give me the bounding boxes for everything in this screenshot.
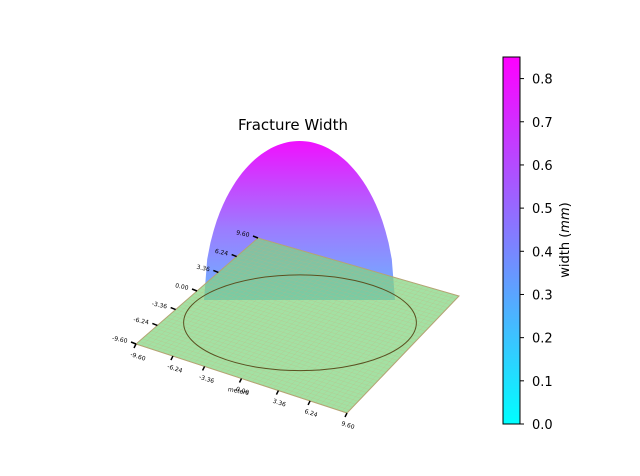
y-axis-ticks: -9.60 -6.24-3.36 0.00 3.366.24 9.60 (111, 229, 259, 345)
x-tick-mark (275, 390, 280, 395)
colorbar-tick-label: 0.6 (532, 159, 553, 174)
base-plane (135, 237, 460, 414)
plane-grid-line (346, 295, 460, 414)
plane-grid-line (203, 285, 409, 349)
plane-grid-line (251, 243, 454, 302)
plane-grid-line (246, 268, 364, 381)
colorbar-label: width (mm) (558, 202, 573, 277)
colorbar: 0.0 0.1 0.2 0.3 0.4 0.5 0.6 0.7 0.8 width (mm) (502, 56, 573, 433)
plane-grid-line (209, 280, 415, 343)
colorbar-tick-label: 0.0 (532, 418, 553, 433)
x-tick-mark (201, 366, 206, 371)
colorbar-tick-label: 0.8 (532, 73, 553, 88)
plane-grid-line (218, 272, 423, 335)
plane-grid-line (212, 277, 418, 341)
colorbar-ticks: 0.0 0.1 0.2 0.3 0.4 0.5 0.6 0.7 0.8 (520, 73, 553, 433)
chart-title: Fracture Width (238, 116, 348, 134)
y-tick-label: -3.36 (151, 300, 168, 310)
colorbar-tick-label: 0.4 (532, 245, 553, 260)
y-tick-mark (170, 306, 176, 311)
fracture-footprint-outline (183, 274, 417, 372)
plane-grid-line (242, 251, 446, 311)
plane-grid-line (254, 240, 457, 300)
base-plane-grid (135, 237, 460, 414)
plane-grid-line (257, 237, 460, 297)
colorbar-tick-label: 0.5 (532, 202, 553, 217)
plane-grid-line (245, 248, 448, 308)
plane-grid-line (227, 264, 432, 326)
plane-grid-line (288, 279, 404, 395)
x-tick-label: -9.60 (129, 351, 146, 363)
y-tick-label: 6.24 (214, 248, 229, 258)
y-tick-label: -6.24 (133, 316, 150, 326)
y-tick-mark (152, 322, 158, 327)
colorbar-label-text: width ( (558, 233, 573, 278)
y-tick-mark (231, 253, 237, 258)
y-tick-mark (191, 288, 198, 292)
plane-grid-line (251, 269, 369, 383)
plane-grid-line (304, 284, 419, 400)
y-tick-mark (130, 341, 137, 345)
x-tick-label: 6.24 (303, 408, 318, 419)
plane-grid-line (224, 267, 429, 329)
x-tick-label: -6.24 (166, 363, 183, 375)
colorbar-tick-label: 0.3 (532, 288, 553, 303)
plane-grid-line (248, 245, 451, 305)
colorbar-label-unit: mm (558, 207, 573, 232)
x-tick-mark (344, 412, 348, 418)
plane-grid-line (206, 282, 412, 346)
plane-grid-line (341, 294, 455, 412)
plane-grid-line (325, 290, 440, 407)
x-tick-label: 9.60 (340, 420, 355, 431)
x-tick-mark (238, 378, 243, 383)
y-tick-label: -9.60 (111, 335, 128, 345)
plane-grid-line (320, 288, 434, 405)
x-tick-label: 0.00 (235, 386, 250, 397)
colorbar-scale (502, 56, 521, 425)
plane-grid-line (236, 256, 440, 317)
plane-grid-line (230, 261, 434, 323)
x-tick-mark (307, 400, 311, 406)
x-tick-label: 3.36 (272, 398, 287, 409)
x-tick-label: -3.36 (198, 374, 215, 386)
plane-grid-line (267, 274, 384, 388)
surface-plot: -9.60-6.24-3.360.003.366.249.60 -9.60-6.… (111, 141, 460, 431)
y-tick-mark (252, 235, 259, 239)
plane-grid-line (273, 275, 389, 389)
y-tick-label: 3.36 (196, 264, 211, 274)
y-tick-label: 9.60 (236, 229, 251, 239)
plane-grid-line (239, 253, 443, 314)
plane-grid-line (233, 259, 437, 320)
y-tick-mark (213, 269, 219, 274)
plane-grid-line (294, 281, 409, 396)
plane-grid-line (215, 274, 420, 338)
colorbar-tick-label: 0.1 (532, 375, 553, 390)
plane-grid-line (257, 271, 374, 384)
plane-grid-line (299, 282, 414, 398)
plane-grid-line (262, 272, 379, 386)
plane-grid-line (196, 290, 404, 355)
plane-grid-line (309, 285, 424, 402)
y-tick-label: 0.00 (175, 282, 190, 292)
colorbar-tick-label: 0.7 (532, 116, 553, 131)
plane-grid-line (278, 277, 394, 391)
plane-grid-line (331, 291, 445, 408)
plane-grid-line (221, 269, 426, 332)
x-axis-label: meters (227, 386, 249, 397)
plane-grid-line (283, 278, 399, 393)
x-axis-ticks: -9.60 -6.24 -3.36 0.00 3.36 6.24 9.60 (129, 343, 355, 431)
plane-grid-line (200, 288, 406, 352)
colorbar-tick-label: 0.2 (532, 332, 553, 347)
x-tick-mark (170, 355, 174, 361)
colorbar-label-close: ) (558, 202, 573, 207)
